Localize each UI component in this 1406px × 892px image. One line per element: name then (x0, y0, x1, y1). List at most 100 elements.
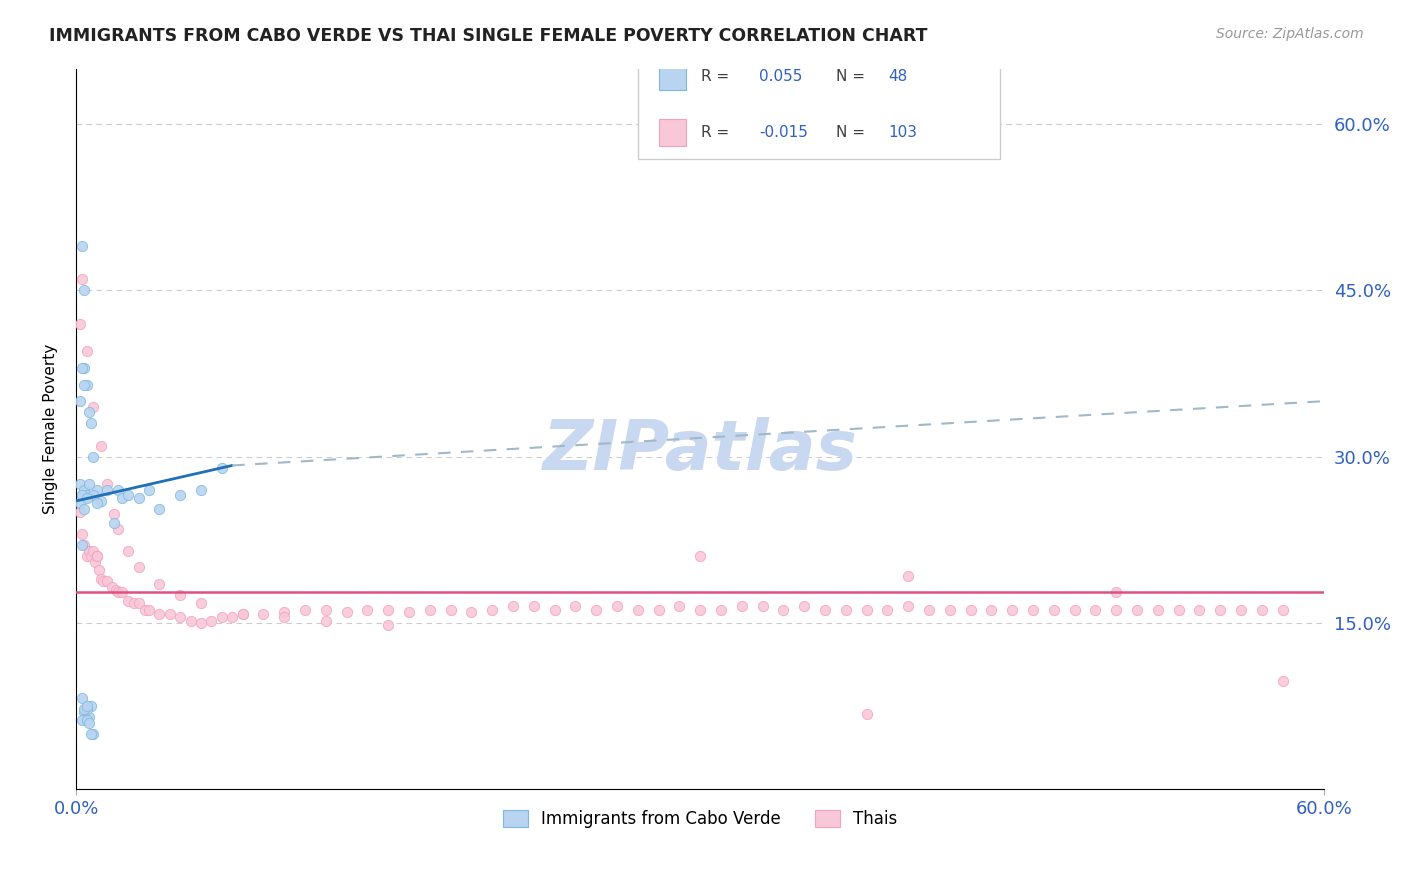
Point (793, 599, 815, 614)
Legend: Immigrants from Cabo Verde, Thais: Immigrants from Cabo Verde, Thais (496, 804, 904, 835)
Point (77, 544, 100, 558)
Point (87, 563, 110, 577)
Point (377, 602, 399, 616)
Text: Source: ZipAtlas.com: Source: ZipAtlas.com (1216, 27, 1364, 41)
Point (107, 585, 129, 599)
Point (111, 585, 134, 599)
Point (134, 602, 156, 616)
Point (1126, 602, 1149, 616)
Point (1146, 602, 1168, 616)
Point (69, 394, 91, 409)
Point (564, 599, 586, 614)
Y-axis label: Single Female Poverty: Single Female Poverty (44, 343, 58, 514)
Text: 0.055: 0.055 (759, 69, 803, 84)
Point (72, 714, 94, 728)
Point (72, 538, 94, 552)
Point (77, 405, 100, 419)
Point (96, 574, 118, 588)
Point (200, 614, 222, 628)
Point (86, 549, 108, 564)
Point (273, 610, 295, 624)
Point (82, 544, 104, 558)
Point (83, 555, 105, 569)
Point (72, 527, 94, 541)
Point (855, 602, 877, 616)
Point (315, 602, 337, 616)
Point (689, 602, 711, 616)
Point (169, 488, 191, 502)
Point (1001, 602, 1024, 616)
Text: IMMIGRANTS FROM CABO VERDE VS THAI SINGLE FEMALE POVERTY CORRELATION CHART: IMMIGRANTS FROM CABO VERDE VS THAI SINGL… (49, 27, 928, 45)
Text: -0.015: -0.015 (759, 125, 807, 140)
Point (107, 483, 129, 497)
Point (543, 602, 565, 616)
Point (751, 599, 773, 614)
Point (77, 715, 100, 730)
Point (103, 516, 125, 530)
Point (76, 488, 98, 502)
Bar (659, 119, 686, 146)
Point (80, 727, 103, 741)
Point (980, 602, 1002, 616)
Point (86, 496, 108, 510)
Text: R =: R = (702, 69, 734, 84)
Point (855, 706, 877, 721)
Point (585, 602, 607, 616)
Point (876, 602, 898, 616)
Point (91, 574, 114, 588)
Point (835, 602, 858, 616)
Point (76, 549, 98, 564)
Point (96, 477, 118, 491)
Text: ZIPatlas: ZIPatlas (543, 417, 858, 484)
Point (232, 607, 254, 621)
Point (77, 477, 100, 491)
Point (83, 488, 105, 502)
Point (211, 460, 233, 475)
Point (1063, 602, 1085, 616)
Point (69, 317, 91, 331)
Point (169, 610, 191, 624)
Point (69, 505, 91, 519)
Point (377, 618, 399, 632)
FancyBboxPatch shape (638, 54, 1000, 159)
Point (439, 602, 461, 616)
Point (481, 602, 503, 616)
Point (897, 599, 920, 614)
Point (814, 602, 837, 616)
Point (959, 602, 981, 616)
Point (159, 607, 181, 621)
Point (128, 560, 150, 574)
Point (117, 488, 139, 502)
Point (252, 607, 274, 621)
Point (96, 483, 118, 497)
Point (1209, 602, 1232, 616)
Point (76, 344, 98, 359)
Point (1084, 602, 1107, 616)
Text: N =: N = (837, 125, 870, 140)
Point (1105, 585, 1128, 599)
Point (72, 691, 94, 706)
Point (169, 588, 191, 602)
Text: 103: 103 (889, 125, 918, 140)
Point (232, 607, 254, 621)
Point (69, 477, 91, 491)
Point (72, 239, 94, 253)
Point (1167, 602, 1189, 616)
Point (148, 577, 170, 591)
Point (72, 488, 94, 502)
Point (294, 602, 316, 616)
Point (72, 360, 94, 375)
Point (148, 607, 170, 621)
Point (128, 596, 150, 610)
Point (117, 593, 139, 607)
Point (103, 508, 125, 522)
Point (647, 602, 669, 616)
Point (190, 483, 212, 497)
Point (419, 602, 441, 616)
Point (1105, 602, 1128, 616)
Point (72, 488, 94, 502)
Point (1271, 602, 1294, 616)
Point (190, 596, 212, 610)
Bar (659, 62, 686, 90)
Point (221, 610, 243, 624)
